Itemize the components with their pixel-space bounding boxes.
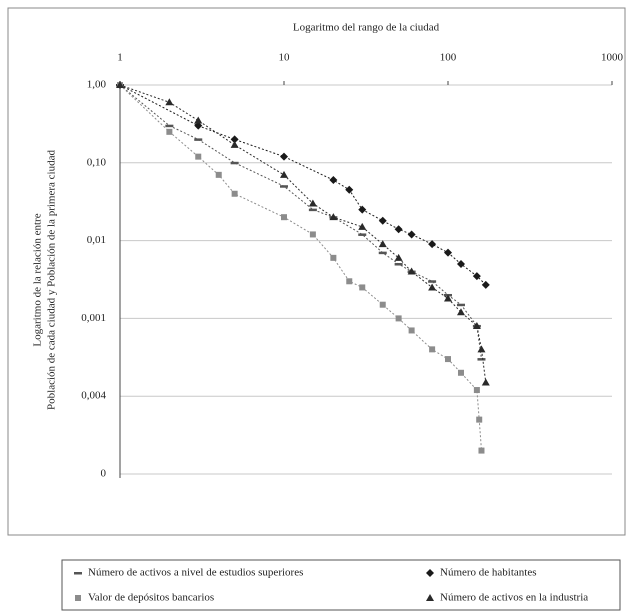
x-tick-label: 1000 [601,52,624,64]
data-point [478,447,485,454]
data-point [358,233,367,236]
data-point [280,152,288,161]
data-point [116,81,124,88]
y-tick-label: 0,01 [87,234,106,246]
data-point [457,369,464,376]
data-point [394,263,403,266]
data-point [445,356,451,363]
y-tick-label: 0,004 [81,390,106,402]
data-point [358,222,367,230]
data-point [308,208,317,212]
y-tick-label: 0,10 [87,156,107,168]
data-point [481,378,490,386]
data-point [329,213,338,221]
series [116,84,486,361]
legend-marker [75,595,81,601]
legend-box [61,559,621,611]
legend-label: Número de activos a nivel de estudios su… [88,567,303,579]
data-point [165,98,174,106]
data-point [378,251,387,255]
data-point [194,138,203,141]
series [116,81,490,289]
data-point [428,240,437,249]
data-point [166,128,173,135]
data-point [194,121,203,130]
data-point [330,254,337,261]
x-tick-label: 10 [279,52,291,64]
data-point [428,283,437,291]
series-line [119,84,482,360]
data-point [429,346,436,353]
y-axis-title: Población de cada ciudad y Población de … [46,150,58,410]
legend-label: Valor de depósitos bancarios [88,592,214,604]
y-axis-title: Logaritmo de la relación entre [32,213,44,346]
data-point [165,124,174,128]
data-point [281,214,287,221]
legend-label: Número de habitantes [440,567,537,579]
y-tick-label: 1,00 [87,79,107,91]
data-point [379,301,386,308]
x-axis-title: Logaritmo del rango de la ciudad [293,22,440,34]
data-point [407,267,416,275]
data-point [280,185,288,188]
data-point [215,171,222,178]
data-point [358,205,367,214]
data-point [456,308,465,316]
data-point [378,240,387,248]
data-point [309,231,316,238]
data-point [456,260,465,269]
data-point [230,161,239,165]
data-point [481,280,490,289]
data-point [477,358,486,361]
series-line [119,84,487,383]
data-point [407,230,416,239]
legend-marker [74,572,82,575]
y-tick-label: 0,001 [81,312,106,324]
data-point [329,176,338,185]
data-point [194,116,203,124]
series-line [119,84,487,286]
data-point [477,345,486,353]
data-point [345,185,354,194]
data-point [378,216,387,225]
data-point [231,190,238,197]
data-point [230,135,239,144]
data-point [346,278,353,285]
data-point [472,321,481,329]
data-point [395,315,402,322]
data-point [444,294,452,302]
data-point [280,170,288,178]
data-point [476,416,483,423]
data-point [456,303,465,307]
legend-marker [426,594,434,601]
data-point [230,140,239,148]
data-point [428,280,437,283]
chart-frame [7,7,626,536]
data-point [195,153,202,160]
data-point [473,387,480,394]
data-point [394,253,403,261]
legend-label: Número de activos en la industria [440,592,588,604]
data-point [394,225,403,234]
legend-marker [426,569,434,577]
series [117,82,485,454]
x-tick-label: 100 [440,52,457,64]
data-point [408,327,415,334]
data-point [308,199,317,207]
x-tick-label: 1 [117,52,123,64]
data-point [444,248,452,257]
series [116,81,490,386]
data-point [472,272,481,281]
data-point [359,284,366,291]
y-tick-label: 0 [101,468,107,480]
